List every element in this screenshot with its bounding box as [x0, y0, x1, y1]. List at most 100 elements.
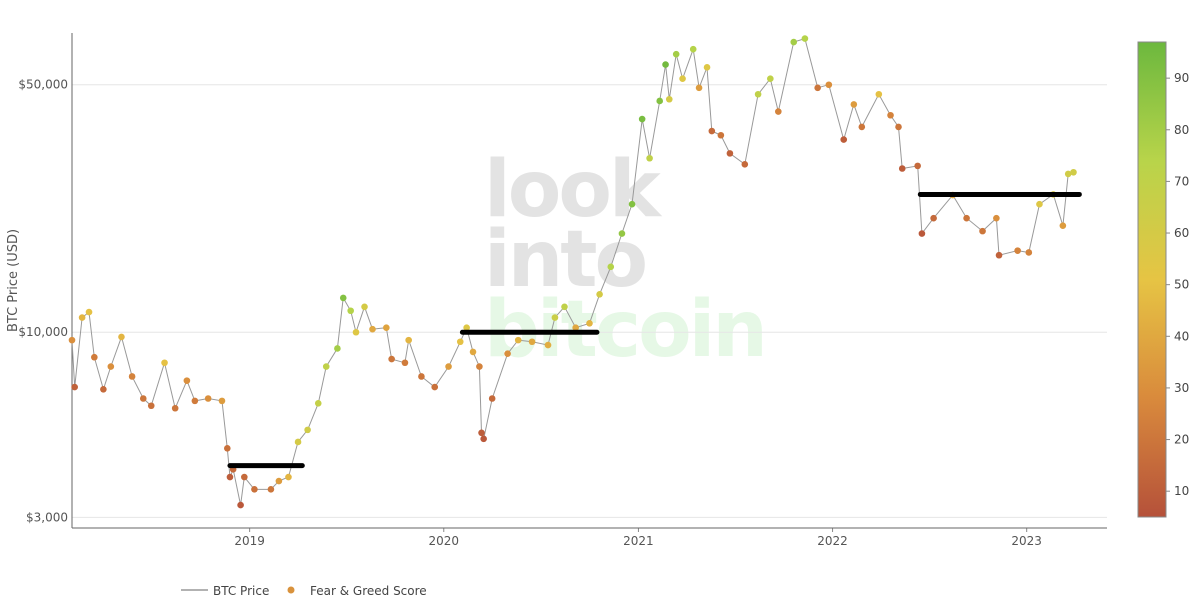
fear-greed-point: [78, 314, 86, 321]
y-axis-title: BTC Price (USD): [6, 229, 21, 332]
fear-greed-point: [850, 101, 858, 108]
fear-greed-point: [840, 136, 848, 143]
watermark-line-1: look: [484, 145, 663, 235]
fear-greed-point: [361, 303, 368, 311]
fear-greed-point: [561, 303, 568, 311]
fear-greed-point: [754, 90, 762, 98]
x-tick-label: 2019: [234, 534, 265, 548]
fear-greed-point: [469, 348, 477, 356]
fear-greed-point: [418, 373, 425, 380]
fear-greed-point: [979, 227, 986, 235]
fear-greed-point: [708, 127, 716, 135]
fear-greed-point: [662, 61, 669, 68]
fear-greed-point: [383, 324, 390, 331]
fear-greed-point: [237, 501, 244, 509]
fear-greed-point: [463, 324, 470, 331]
fear-greed-point: [431, 383, 439, 391]
fear-greed-point: [656, 97, 664, 105]
fear-greed-point: [726, 150, 734, 157]
fear-greed-point: [334, 345, 341, 352]
fear-greed-point: [544, 341, 552, 349]
fear-greed-point: [717, 131, 725, 139]
watermark-line-2: into: [484, 215, 646, 305]
fear-greed-point: [191, 397, 199, 405]
legend-label-btc-price: BTC Price: [213, 584, 269, 598]
fear-greed-point: [963, 214, 970, 222]
annotation-bars: [227, 191, 1082, 469]
x-tick-label: 2023: [1011, 534, 1042, 548]
fear-greed-point: [801, 35, 809, 42]
colorbar-scale: [1137, 41, 1167, 518]
fear-greed-point: [586, 319, 593, 327]
fear-greed-point: [1059, 222, 1067, 229]
fear-greed-point: [930, 214, 937, 222]
fear-greed-point: [814, 84, 821, 92]
fear-greed-point: [703, 64, 711, 71]
fear-greed-point: [304, 426, 311, 434]
fear-greed-point: [226, 473, 234, 481]
fear-greed-point: [476, 363, 483, 370]
fear-greed-point: [456, 338, 464, 346]
fear-greed-point: [480, 435, 487, 443]
fear-greed-point: [618, 230, 626, 237]
y-tick-label: $10,000: [18, 325, 68, 339]
fear-greed-point: [895, 123, 902, 131]
colorbar-tick-label: 10: [1174, 484, 1189, 498]
fear-greed-point: [995, 251, 1003, 259]
colorbar-tick-label: 50: [1174, 278, 1189, 292]
fear-greed-point: [128, 373, 136, 380]
fear-greed-point: [596, 290, 603, 298]
x-tick-label: 2021: [623, 534, 654, 548]
fear-greed-point: [85, 308, 93, 316]
y-tick-label: $3,000: [26, 510, 68, 524]
fear-greed-point: [775, 108, 782, 115]
colorbar-tick-label: 70: [1174, 174, 1189, 188]
fear-greed-point: [572, 324, 579, 331]
fear-greed-point: [285, 473, 292, 481]
fear-greed-point: [1036, 200, 1043, 208]
fear-greed-point: [767, 75, 774, 83]
fear-greed-point: [369, 325, 376, 333]
fear-greed-point: [339, 294, 347, 302]
colorbar: 10 20 30 40 50 60 70 80 90: [1137, 41, 1189, 518]
legend: BTC Price Fear & Greed Score: [181, 584, 427, 598]
y-tick-label: $50,000: [18, 78, 68, 92]
fear-greed-point: [488, 395, 496, 402]
fear-greed-point: [401, 359, 409, 367]
axes: $3,000 $10,000 $50,000 2019 2020 2021 2022 2023: [18, 33, 1107, 548]
score-points-layer: [68, 35, 1077, 509]
fear-greed-point: [875, 90, 883, 98]
fear-greed-point: [161, 359, 168, 367]
fear-greed-point: [695, 84, 703, 92]
fear-greed-point: [551, 314, 559, 321]
fear-greed-point: [741, 161, 749, 168]
fear-greed-point: [607, 263, 615, 271]
fear-greed-point: [118, 333, 125, 341]
fear-greed-point: [347, 307, 354, 315]
fear-greed-point: [267, 486, 275, 493]
fear-greed-point: [528, 338, 536, 346]
colorbar-tick-label: 40: [1174, 329, 1189, 343]
colorbar-tick-label: 90: [1174, 71, 1189, 85]
fear-greed-point: [275, 477, 283, 485]
colorbar-tick-label: 80: [1174, 123, 1189, 137]
x-tick-label: 2022: [817, 534, 848, 548]
fear-greed-point: [352, 328, 360, 336]
fear-greed-point: [628, 200, 636, 208]
fear-greed-point: [1070, 168, 1077, 176]
fear-greed-point: [294, 438, 302, 446]
fear-greed-point: [388, 355, 395, 363]
fear-greed-point: [139, 395, 147, 402]
fear-greed-point: [914, 162, 921, 170]
fear-greed-point: [898, 165, 906, 172]
fear-greed-point: [679, 75, 686, 83]
fear-greed-point: [1064, 170, 1072, 178]
fear-greed-point: [218, 397, 226, 405]
fear-greed-point: [993, 214, 1000, 222]
fear-greed-point: [147, 402, 155, 410]
colorbar-tick-label: 20: [1174, 433, 1189, 447]
fear-greed-point: [251, 486, 258, 493]
fear-greed-point: [405, 336, 412, 344]
